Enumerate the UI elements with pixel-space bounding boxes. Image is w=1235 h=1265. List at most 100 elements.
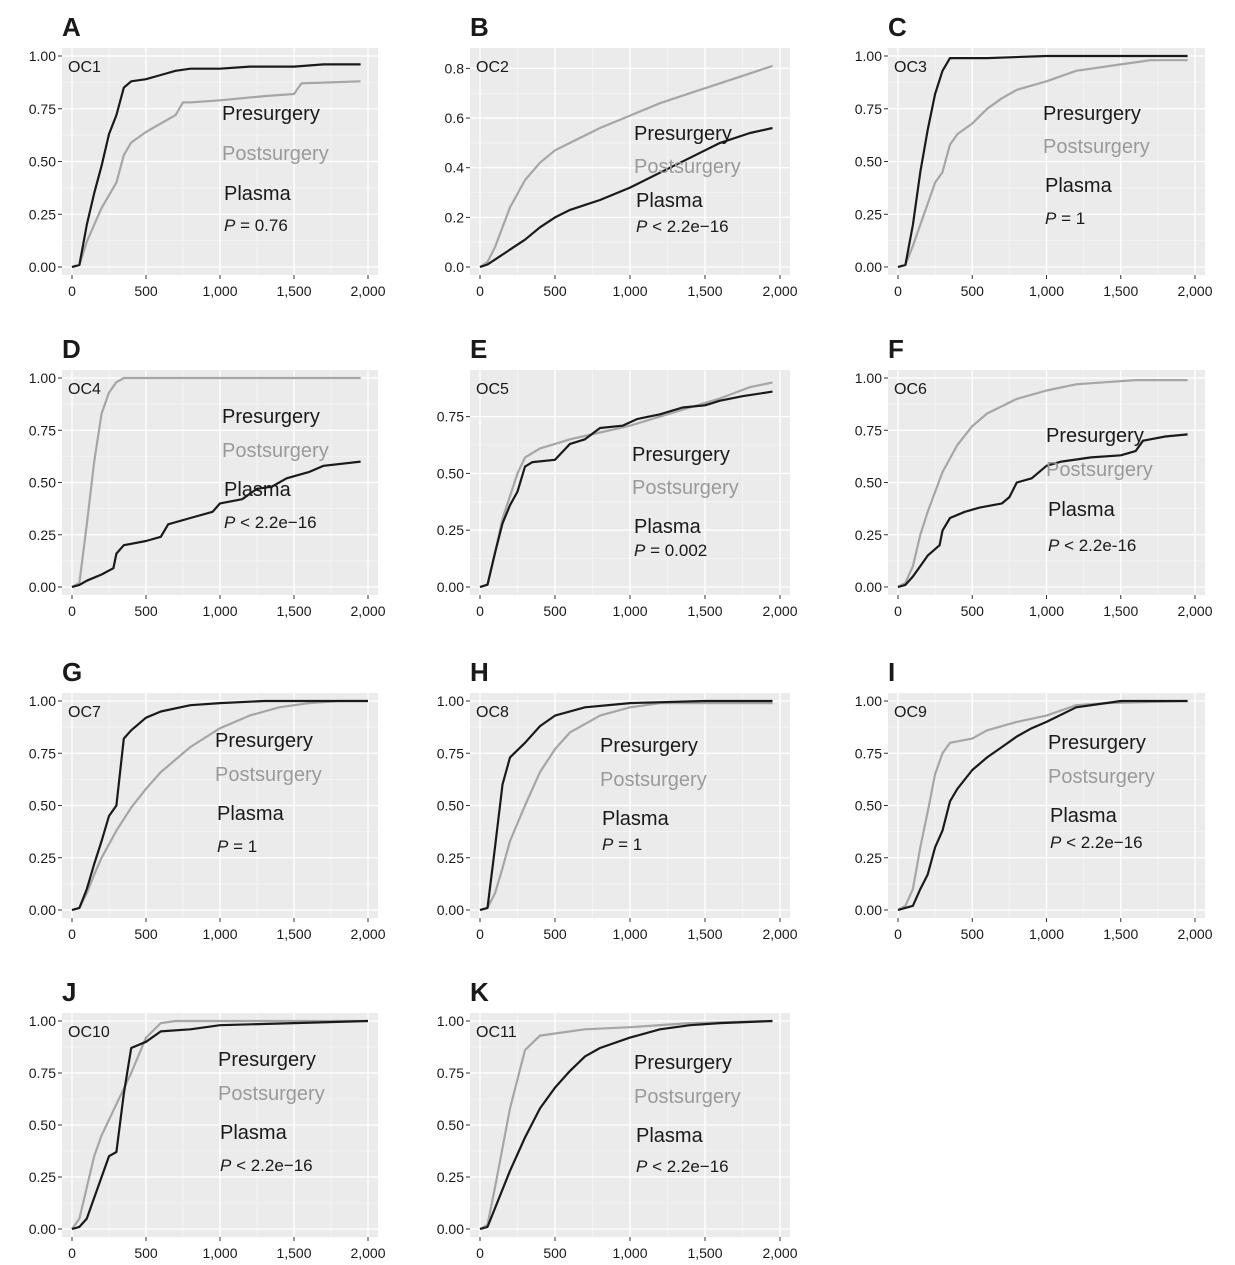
legend-plasma: Plasma: [636, 190, 704, 212]
legend-presurgery: Presurgery: [215, 730, 313, 752]
p-value: = 0.002: [645, 541, 707, 560]
x-tick-label: 1,500: [687, 926, 722, 942]
panel-letter: D: [62, 334, 81, 364]
y-tick-label: 0.50: [855, 798, 882, 814]
legend-plasma: Plasma: [1050, 805, 1118, 827]
y-tick-label: 0.75: [855, 422, 882, 438]
x-tick-label: 1,500: [1103, 926, 1138, 942]
panel-letter: E: [470, 334, 487, 364]
p-value-label: P < 2.2e−16: [224, 513, 317, 532]
series-line-postsurgery: [897, 379, 1188, 588]
y-tick-label: 1.00: [855, 370, 882, 386]
x-tick-label: 2,000: [762, 603, 797, 619]
series-line-postsurgery: [479, 1019, 773, 1230]
x-tick-label: 500: [543, 926, 567, 942]
x-tick-label: 1,000: [202, 603, 237, 619]
y-tick-label: 0.50: [437, 465, 464, 481]
legend-presurgery: Presurgery: [1046, 425, 1144, 447]
x-tick-label: 0: [476, 603, 484, 619]
x-tick-label: 2,000: [350, 1245, 385, 1260]
p-value-label: P = 0.002: [634, 541, 707, 560]
p-value-label: P = 1: [602, 835, 642, 854]
legend-postsurgery: Postsurgery: [1043, 136, 1150, 158]
p-symbol: P: [220, 1156, 232, 1175]
p-symbol: P: [1045, 209, 1057, 228]
panel-title: OC4: [68, 381, 101, 398]
legend-presurgery: Presurgery: [634, 1052, 732, 1074]
x-tick-label: 0: [68, 1245, 76, 1260]
p-symbol: P: [224, 216, 236, 235]
legend-postsurgery: Postsurgery: [1046, 459, 1153, 481]
panel-letter: H: [470, 657, 489, 687]
series-line-presurgery: [897, 699, 1188, 912]
panel-f: 0.00 0.25 0.50 0.75 1.00 0 500 1,000 1,500 2,000 F…: [855, 334, 1213, 619]
panel-b: 0.0 0.2 0.4 0.6 0.8 0 500 1,000 1,500 2,000 B OC2 Pr…: [445, 12, 798, 299]
x-tick-label: 1,500: [276, 603, 311, 619]
legend-presurgery: Presurgery: [1043, 103, 1141, 125]
x-tick-label: 500: [961, 926, 985, 942]
y-tick-label: 1.00: [29, 1013, 56, 1029]
x-tick-label: 1,000: [202, 283, 237, 299]
series-line-postsurgery: [71, 1019, 368, 1230]
y-tick-label: 0.00: [437, 902, 464, 918]
p-value-label: P < 2.2e−16: [1050, 833, 1143, 852]
panel-d: 0.00 0.25 0.50 0.75 1.00 0 500 1,000 1,500 2,000 D…: [29, 334, 386, 619]
p-value: < 2.2e−16: [235, 513, 316, 532]
panel-letter: C: [888, 12, 907, 42]
y-tick-label: 0.50: [29, 798, 56, 814]
x-tick-label: 1,000: [612, 926, 647, 942]
panel-title: OC1: [68, 59, 101, 76]
x-tick-label: 500: [543, 1245, 567, 1260]
x-tick-label: 1,500: [687, 1245, 722, 1260]
x-tick-label: 2,000: [1177, 926, 1212, 942]
x-tick-label: 2,000: [350, 603, 385, 619]
series-line-presurgery: [71, 460, 361, 589]
y-tick-label: 0.75: [29, 101, 56, 117]
x-tick-label: 1,000: [1029, 926, 1064, 942]
p-symbol: P: [1048, 536, 1060, 555]
y-tick-label: 0.25: [855, 850, 882, 866]
series-line-presurgery: [479, 126, 773, 269]
legend-postsurgery: Postsurgery: [222, 143, 329, 165]
y-tick-label: 1.00: [855, 693, 882, 709]
p-value: < 2.2e−16: [1061, 833, 1142, 852]
legend-postsurgery: Postsurgery: [600, 769, 707, 791]
x-tick-label: 1,500: [276, 283, 311, 299]
panel-e: 0.00 0.25 0.50 0.75 0 500 1,000 1,500 2,000 E OC5 P…: [437, 334, 798, 619]
series-line-presurgery: [71, 63, 361, 269]
y-tick-label: 0.00: [29, 1221, 56, 1237]
y-tick-label: 0.25: [29, 527, 56, 543]
x-tick-label: 1,000: [1029, 283, 1064, 299]
legend-postsurgery: Postsurgery: [632, 477, 739, 499]
legend-plasma: Plasma: [220, 1122, 288, 1144]
legend-postsurgery: Postsurgery: [1048, 766, 1155, 788]
series-line-postsurgery: [71, 376, 361, 588]
y-tick-label: 0.25: [29, 206, 56, 222]
y-tick-label: 1.00: [855, 48, 882, 64]
p-value: < 2.2e-16: [1059, 536, 1136, 555]
panel-c: 0.00 0.25 0.50 0.75 1.00 0 500 1,000 1,500 2,000 C…: [855, 12, 1213, 299]
legend-plasma: Plasma: [634, 516, 702, 538]
legend-postsurgery: Postsurgery: [215, 764, 322, 786]
p-symbol: P: [634, 541, 646, 560]
x-tick-label: 0: [476, 1245, 484, 1260]
panel-i: 0.00 0.25 0.50 0.75 1.00 0 500 1,000 1,500 2,000 I…: [855, 657, 1213, 942]
x-tick-label: 0: [894, 603, 902, 619]
x-tick-label: 0: [68, 283, 76, 299]
y-tick-label: 0.00: [855, 579, 882, 595]
legend-postsurgery: Postsurgery: [634, 156, 741, 178]
x-tick-label: 2,000: [762, 926, 797, 942]
series-line-postsurgery: [479, 702, 773, 912]
x-tick-label: 500: [543, 283, 567, 299]
x-tick-label: 1,000: [1029, 603, 1064, 619]
x-tick-label: 500: [543, 603, 567, 619]
p-symbol: P: [217, 837, 229, 856]
y-tick-label: 0.75: [437, 409, 464, 425]
y-tick-label: 0.50: [29, 475, 56, 491]
x-tick-label: 0: [476, 926, 484, 942]
legend-plasma: Plasma: [1048, 499, 1116, 521]
y-tick-label: 0.00: [855, 902, 882, 918]
p-value: = 1: [613, 835, 642, 854]
series-line-presurgery: [479, 390, 773, 589]
